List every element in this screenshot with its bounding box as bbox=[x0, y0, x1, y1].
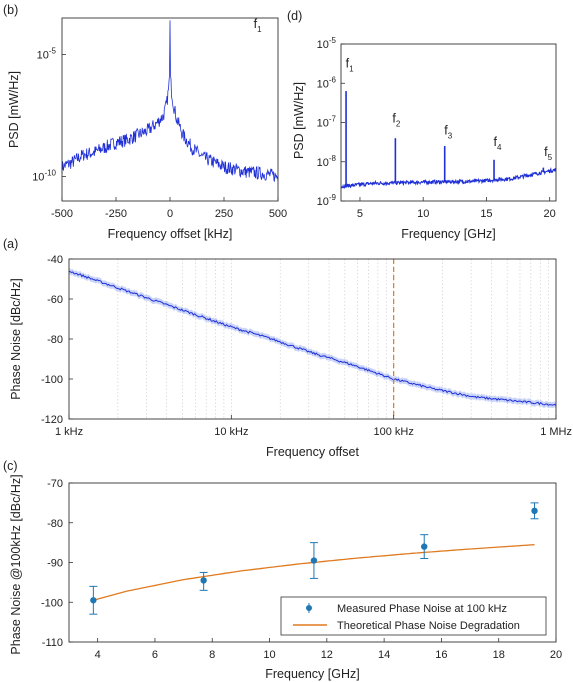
x-tick-label: -500 bbox=[51, 208, 73, 220]
harmonic-label-f3: f3 bbox=[444, 123, 452, 140]
y-axis-label: Phase Noise [dBc/Hz] bbox=[9, 278, 23, 400]
measured-point bbox=[311, 557, 317, 563]
y-axis-label: PSD [mW/Hz] bbox=[292, 82, 306, 159]
x-tick-label: 18 bbox=[493, 649, 505, 661]
x-tick-label: 0 bbox=[167, 208, 173, 220]
panel-b-psd-offset: (b) -500 -250 0 250 500 10-5 10-10 Frequency off… bbox=[3, 3, 287, 241]
x-tick-label: 8 bbox=[209, 649, 215, 661]
y-tick-label: -80 bbox=[47, 518, 63, 530]
measured-point bbox=[531, 508, 537, 514]
y-tick-label: -80 bbox=[47, 334, 63, 346]
x-tick-label: 1 kHz bbox=[55, 426, 83, 438]
x-tick-label: -250 bbox=[105, 208, 127, 220]
x-tick-label: 250 bbox=[215, 208, 233, 220]
y-tick-label: 10-8 bbox=[317, 154, 337, 169]
panel-label-b: (b) bbox=[3, 3, 18, 17]
legend-measured-label: Measured Phase Noise at 100 kHz bbox=[337, 603, 507, 615]
x-tick-label: 15 bbox=[480, 208, 492, 220]
x-tick-label: 12 bbox=[321, 649, 333, 661]
y-tick-label: 10-5 bbox=[317, 36, 337, 51]
x-tick-label: 20 bbox=[544, 208, 556, 220]
x-tick-label: 5 bbox=[357, 208, 363, 220]
harmonic-label-f5: f5 bbox=[544, 145, 552, 162]
legend-measured-marker bbox=[306, 605, 312, 611]
y-tick-label: -60 bbox=[47, 294, 63, 306]
x-tick-label: 20 bbox=[550, 649, 562, 661]
y-axis-label: Phase Noise @100kHz [dBc/Hz] bbox=[9, 474, 23, 654]
panel-label-d: (d) bbox=[287, 9, 302, 23]
x-tick-label: 10 bbox=[263, 649, 275, 661]
legend-theoretical-label: Theoretical Phase Noise Degradation bbox=[337, 620, 520, 632]
y-tick-label: 10-6 bbox=[317, 75, 337, 90]
x-axis-label: Frequency offset bbox=[266, 445, 359, 459]
measured-point bbox=[200, 577, 206, 583]
y-tick-label: -120 bbox=[41, 414, 63, 426]
x-tick-label: 14 bbox=[378, 649, 390, 661]
y-tick-label: -110 bbox=[42, 637, 63, 649]
harmonic-label-f4: f4 bbox=[494, 135, 502, 152]
x-tick-label: 6 bbox=[152, 649, 158, 661]
panel-a-phase-noise: (a) 1 kHz 10 kHz 100 kHz 1 MHz -40 -60 -80 -100 -… bbox=[3, 237, 572, 459]
peak-label-f1: f1 bbox=[254, 17, 262, 34]
x-tick-label: 10 bbox=[417, 208, 429, 220]
x-axis-label: Frequency [GHz] bbox=[265, 667, 359, 681]
x-tick-label: 10 kHz bbox=[214, 426, 248, 438]
panel-c-phase-noise-vs-frequency: (c) 4 6 8 10 12 14 16 18 20 -70 -80 -90 -100 -110 Frequ… bbox=[3, 459, 562, 681]
y-tick-label: 10-5 bbox=[37, 47, 57, 62]
x-tick-label: 500 bbox=[269, 208, 287, 220]
y-axis-label: PSD [mW/Hz] bbox=[7, 71, 21, 148]
y-tick-label: 10-7 bbox=[317, 115, 337, 130]
y-tick-label: -70 bbox=[47, 478, 63, 490]
y-tick-label: -40 bbox=[47, 254, 63, 266]
panel-label-c: (c) bbox=[3, 459, 18, 473]
panel-d-psd-harmonics: (d) 5 10 15 20 10-5 10-6 10-7 10-8 10-9 Frequency … bbox=[287, 9, 556, 241]
harmonic-label-f1: f1 bbox=[346, 57, 354, 74]
psd-trace bbox=[62, 20, 278, 181]
panel-label-a: (a) bbox=[3, 237, 18, 251]
y-tick-label: 10-10 bbox=[32, 169, 56, 184]
x-axis-label: Frequency [GHz] bbox=[401, 227, 495, 241]
harmonic-label-f2: f2 bbox=[392, 112, 400, 129]
x-axis-label: Frequency offset [kHz] bbox=[108, 227, 233, 241]
x-tick-label: 100 kHz bbox=[373, 426, 413, 438]
y-tick-label: 10-9 bbox=[317, 193, 337, 208]
x-tick-label: 4 bbox=[95, 649, 101, 661]
y-tick-label: -100 bbox=[41, 374, 63, 386]
x-tick-label: 16 bbox=[435, 649, 447, 661]
phase-noise-trace bbox=[69, 271, 556, 406]
psd-noise-floor bbox=[341, 168, 556, 188]
measured-point bbox=[90, 597, 96, 603]
x-tick-label: 1 MHz bbox=[540, 426, 572, 438]
measured-point bbox=[421, 543, 427, 549]
y-tick-label: -100 bbox=[41, 597, 63, 609]
phase-noise-band bbox=[69, 268, 556, 409]
y-tick-label: -90 bbox=[47, 558, 63, 570]
